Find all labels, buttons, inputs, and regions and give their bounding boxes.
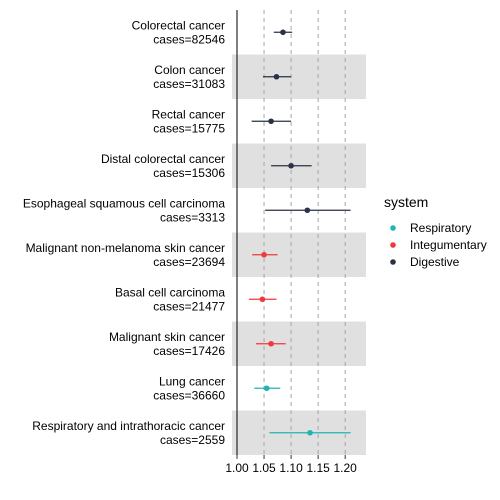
row-cases-label: cases=2559 <box>160 433 225 447</box>
row-cases-label: cases=15306 <box>153 166 225 180</box>
row-band <box>232 55 366 100</box>
row-label: Rectal cancer <box>152 107 225 121</box>
point-estimate <box>307 430 313 436</box>
legend-entry: Integumentary <box>410 238 487 252</box>
x-tick-label: 1.15 <box>306 461 330 475</box>
row-cases-label: cases=36660 <box>153 388 225 402</box>
row-label: Colorectal cancer <box>132 18 225 32</box>
legend-entry: Respiratory <box>410 221 471 235</box>
point-estimate <box>264 385 270 391</box>
x-tick-label: 1.20 <box>334 461 358 475</box>
row-cases-label: cases=15775 <box>153 121 225 135</box>
point-estimate <box>288 163 294 169</box>
row-cases-label: cases=31083 <box>153 77 225 91</box>
legend-entry: Digestive <box>410 255 460 269</box>
row-label: Colon cancer <box>154 63 225 77</box>
legend-key <box>390 259 396 265</box>
row-label: Lung cancer <box>159 374 225 388</box>
x-tick-label: 1.00 <box>225 461 249 475</box>
row-label: Esophageal squamous cell carcinoma <box>23 196 225 210</box>
point-estimate <box>274 74 280 80</box>
x-axis: 1.00 1.05 1.10 1.15 1.20 <box>225 455 357 475</box>
row-cases-label: cases=21477 <box>153 299 225 313</box>
row-label: Distal colorectal cancer <box>101 152 225 166</box>
row-cases-label: cases=82546 <box>153 32 225 46</box>
row-label: Respiratory and intrathoracic cancer <box>32 419 225 433</box>
row-label: Malignant non-melanoma skin cancer <box>26 241 225 255</box>
row-cases-label: cases=23694 <box>153 255 225 269</box>
row-band <box>232 322 366 367</box>
point-estimate <box>280 29 286 35</box>
point-estimate <box>260 296 266 302</box>
row-label: Malignant skin cancer <box>109 330 225 344</box>
point-estimate <box>268 118 274 124</box>
row-bands <box>232 55 366 456</box>
point-estimate <box>261 252 267 258</box>
row-cases-label: cases=3313 <box>160 210 225 224</box>
point-estimate <box>268 341 274 347</box>
point-estimate <box>305 207 311 213</box>
legend-key <box>390 225 396 231</box>
legend: system Respiratory Integumentary Digestive <box>384 194 487 269</box>
legend-key <box>390 242 396 248</box>
legend-title: system <box>384 194 428 210</box>
row-cases-label: cases=17426 <box>153 344 225 358</box>
row-label: Basal cell carcinoma <box>115 285 225 299</box>
row-band <box>232 233 366 278</box>
x-tick-label: 1.10 <box>279 461 303 475</box>
x-tick-label: 1.05 <box>252 461 276 475</box>
